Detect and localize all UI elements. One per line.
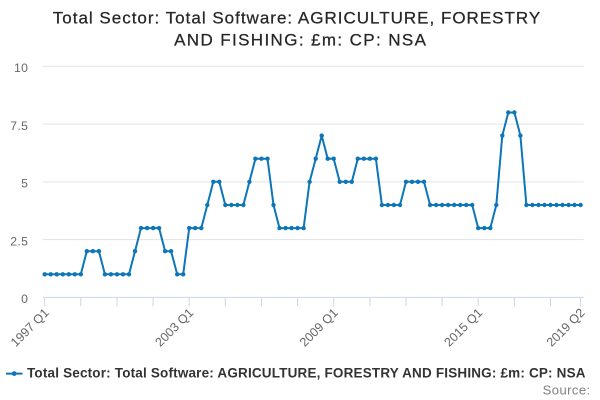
svg-text:Source:: Source: [543,383,591,398]
svg-text:2003 Q1: 2003 Q1 [153,306,197,350]
svg-text:2019 Q2: 2019 Q2 [544,306,588,350]
svg-text:1997 Q1: 1997 Q1 [8,306,52,350]
svg-text:2.5: 2.5 [10,234,28,248]
svg-text:2015 Q1: 2015 Q1 [442,306,486,350]
svg-text:5: 5 [21,177,28,191]
svg-text:2009 Q1: 2009 Q1 [297,306,341,350]
svg-text:AND FISHING: £m: CP: NSA: AND FISHING: £m: CP: NSA [174,31,427,50]
svg-text:0: 0 [21,292,28,306]
svg-text:Total Sector: Total Software:: Total Sector: Total Software: AGRICULTUR… [27,365,586,380]
svg-text:Total Sector: Total Software:: Total Sector: Total Software: AGRICULTUR… [53,9,541,28]
svg-text:7.5: 7.5 [10,119,28,133]
svg-text:10: 10 [14,61,28,75]
